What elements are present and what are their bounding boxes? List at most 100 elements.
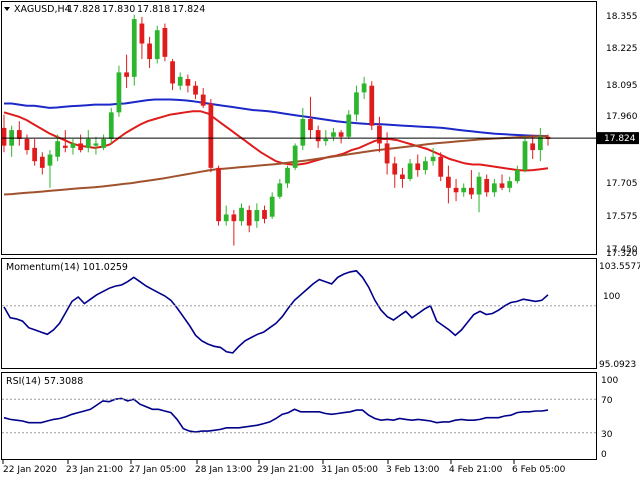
- candle: [223, 205, 229, 226]
- candle-body: [154, 30, 160, 60]
- ohlc-close: 17.824: [172, 4, 205, 15]
- candle-body: [484, 178, 490, 193]
- candle: [1, 114, 7, 153]
- momentum-line: [3, 269, 549, 354]
- moving-average-red-line: [3, 110, 549, 172]
- candle: [430, 147, 436, 166]
- candle-body: [47, 154, 53, 166]
- candle-body: [285, 167, 290, 184]
- candle-body: [269, 196, 275, 217]
- candle-body: [469, 187, 474, 195]
- candle-body: [239, 207, 244, 222]
- candle-body: [32, 147, 38, 162]
- time-label: 3 Feb 13:00: [386, 465, 440, 475]
- candle-body: [162, 27, 168, 57]
- candle: [24, 134, 30, 155]
- candle-body: [170, 61, 175, 84]
- candle: [277, 178, 283, 199]
- momentum-series: [3, 269, 549, 354]
- candle: [514, 165, 520, 184]
- ohlc-low: 17.818: [137, 4, 170, 15]
- price-tick: 18.355: [606, 12, 638, 22]
- candle-body: [338, 132, 344, 137]
- candle-body: [200, 94, 206, 106]
- candle-body: [39, 156, 45, 168]
- candle-body: [530, 143, 536, 151]
- candle-body: [331, 132, 336, 137]
- candle-body: [392, 163, 398, 175]
- candle: [300, 107, 306, 151]
- candle-body: [522, 141, 528, 171]
- candle: [438, 152, 444, 182]
- candle: [292, 143, 298, 171]
- candle: [139, 16, 145, 60]
- candlesticks: [1, 14, 551, 246]
- candle: [285, 165, 290, 188]
- candle-body: [177, 76, 183, 86]
- candle-body: [308, 119, 313, 131]
- candle-body: [131, 19, 137, 77]
- candle: [162, 23, 168, 62]
- candle-body: [231, 214, 237, 222]
- candle-body: [116, 72, 122, 113]
- dropdown-triangle-icon[interactable]: [4, 7, 10, 11]
- candle: [407, 158, 413, 182]
- rsi-tick-0: 0: [601, 450, 607, 460]
- candle: [469, 170, 474, 199]
- candle-body: [430, 156, 436, 162]
- candle: [491, 178, 497, 197]
- candle: [254, 203, 260, 228]
- candle-body: [377, 125, 382, 144]
- rsi-panel-frame: [1, 372, 597, 460]
- price-tick: 18.095: [606, 81, 638, 91]
- symbol-label: XAGUSD,H4: [14, 4, 71, 15]
- candle-body: [1, 127, 7, 146]
- candle-body: [85, 138, 91, 148]
- candle-body: [124, 72, 129, 77]
- candle: [101, 134, 106, 151]
- candle-body: [415, 163, 421, 171]
- candle: [9, 125, 15, 157]
- time-label: 6 Feb 05:00: [512, 465, 566, 475]
- candle: [446, 165, 451, 204]
- momentum-tick-100: 100: [603, 292, 620, 302]
- price-tick: 17.575: [606, 212, 638, 222]
- current-price-tag: 17.824: [597, 132, 639, 145]
- candle: [193, 81, 198, 100]
- candle: [423, 156, 428, 175]
- candle-body: [491, 183, 497, 193]
- candle-body: [262, 210, 267, 219]
- candle: [453, 178, 459, 202]
- candle: [415, 154, 421, 177]
- candle-body: [369, 85, 375, 126]
- candle: [522, 136, 528, 173]
- candle-body: [108, 112, 114, 139]
- candle-body: [499, 183, 505, 188]
- candle-body: [185, 79, 191, 86]
- time-axis: 22 Jan 2020 23 Jan 21:00 27 Jan 05:00 28…: [2, 460, 566, 475]
- candle: [200, 87, 206, 108]
- candle-body: [55, 141, 61, 157]
- candle: [93, 136, 99, 155]
- candle-body: [315, 130, 321, 142]
- candle-body: [101, 138, 106, 148]
- candle-body: [62, 145, 68, 148]
- candle: [377, 116, 382, 153]
- candle: [131, 14, 137, 86]
- candle: [476, 172, 482, 213]
- price-tick: 18.225: [606, 44, 638, 54]
- candle: [47, 150, 53, 188]
- candle-body: [423, 161, 428, 171]
- candle: [70, 138, 76, 155]
- price-tick-bottom: 17.320: [606, 249, 638, 259]
- candle: [262, 205, 267, 224]
- candle: [346, 110, 352, 139]
- candle: [499, 174, 505, 191]
- candle-body: [70, 143, 76, 148]
- time-label: 27 Jan 05:00: [129, 465, 186, 475]
- candle: [216, 165, 221, 226]
- price-tick: 17.705: [606, 179, 638, 189]
- candle: [269, 192, 275, 219]
- current-price-label: 17.824: [604, 134, 636, 144]
